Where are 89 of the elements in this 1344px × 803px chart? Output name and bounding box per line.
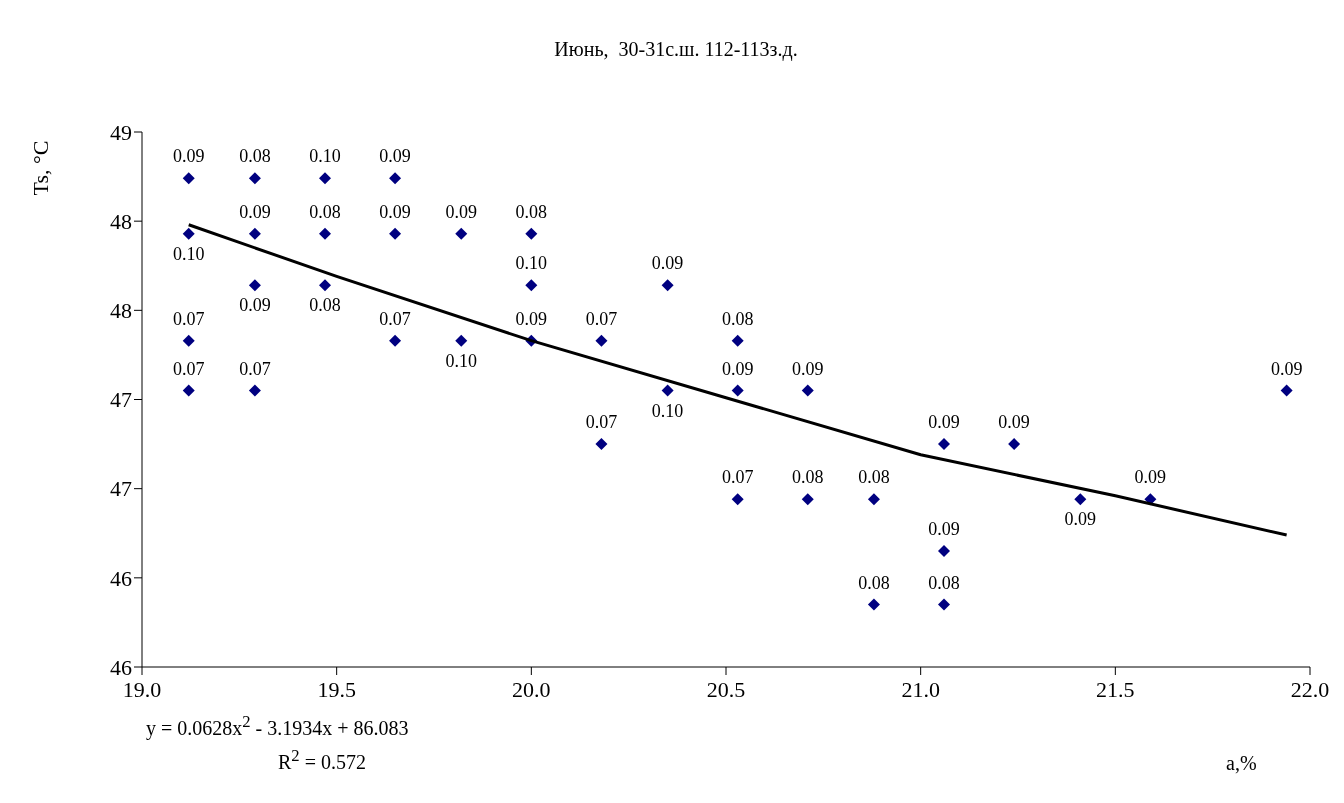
point [595,438,608,451]
point [1008,438,1021,451]
y-tick-label: 49 [110,119,132,145]
point [731,334,744,347]
point [455,227,468,240]
annotation: 0.09 [928,519,960,540]
point [661,279,674,292]
point [318,172,331,185]
point [1280,384,1293,397]
point [595,334,608,347]
annotation: 0.08 [515,201,548,222]
x-tick-label: 22.0 [1290,676,1330,702]
point [182,172,195,185]
annotation: 0.08 [928,572,960,593]
y-axis-title: Ts, °C [28,140,54,196]
annotation: 0.09 [515,308,548,329]
annotation: 0.10 [651,400,684,421]
point [938,598,951,611]
point [525,227,538,240]
annotation: 0.09 [721,358,754,379]
annotation: 0.09 [792,358,824,379]
annotation: 0.09 [1134,467,1167,488]
point [389,227,402,240]
annotation: 0.09 [172,146,205,167]
point [248,172,261,185]
annotation: 0.09 [379,146,411,167]
x-axis-title: a,% [1226,752,1257,775]
annotation: 0.07 [585,308,618,329]
point [1074,493,1087,506]
x-tick-label: 21.5 [1096,676,1135,702]
point [389,334,402,347]
annotation: 0.09 [651,253,684,274]
y-tick-label: 47 [110,387,132,413]
point [389,172,402,185]
point [731,493,744,506]
point [938,545,951,558]
x-tick-label: 21.0 [901,676,940,702]
point [525,279,538,292]
point [801,384,814,397]
x-tick-label: 19.5 [317,676,356,702]
point [867,493,880,506]
x-tick-label: 20.0 [512,676,551,702]
text: R$^{2}$ = 0.572 [278,746,366,774]
point [938,438,951,451]
point [867,598,880,611]
annotation: 0.08 [858,467,890,488]
point [455,334,468,347]
annotation: 0.09 [998,412,1030,433]
point [248,384,261,397]
annotation: 0.08 [239,146,271,167]
y-tick-label: 48 [110,208,132,234]
point [661,384,674,397]
annotation: 0.07 [172,308,205,329]
annotation: 0.09 [379,201,411,222]
chart-title: Июнь, 30-31с.ш. 112-113з.д. [553,38,799,61]
annotation: 0.10 [172,243,205,264]
annotation: 0.07 [172,358,205,379]
annotation: 0.10 [515,253,548,274]
annotation: 0.09 [1064,509,1097,530]
annotation: 0.09 [928,412,960,433]
annotation: 0.08 [721,308,754,329]
point [248,279,261,292]
annotation: 0.07 [239,358,271,379]
annotation: 0.09 [239,295,271,316]
point [248,227,261,240]
point [801,493,814,506]
y-tick-label: 46 [110,565,132,591]
point [182,334,195,347]
annotation: 0.10 [309,146,341,167]
y-tick-label: 48 [110,298,132,324]
point [318,227,331,240]
x-tick-label: 20.5 [706,676,746,702]
annotation: 0.07 [721,467,754,488]
annotation: 0.09 [445,201,477,222]
point [182,384,195,397]
y-tick-label: 47 [110,476,132,502]
annotation: 0.10 [445,350,477,371]
annotation: 0.07 [379,308,411,329]
point [182,227,195,240]
annotation: 0.09 [1270,358,1303,379]
annotation: 0.08 [309,295,341,316]
annotation: 0.07 [585,412,618,433]
annotation: 0.08 [792,467,824,488]
point [318,279,331,292]
point [731,384,744,397]
annotation: 0.09 [239,201,271,222]
text: y = 0.0628x$^{2}$ - 3.1934x + 86.083 [146,712,409,740]
annotation: 0.08 [858,572,890,593]
annotation: 0.08 [309,201,341,222]
